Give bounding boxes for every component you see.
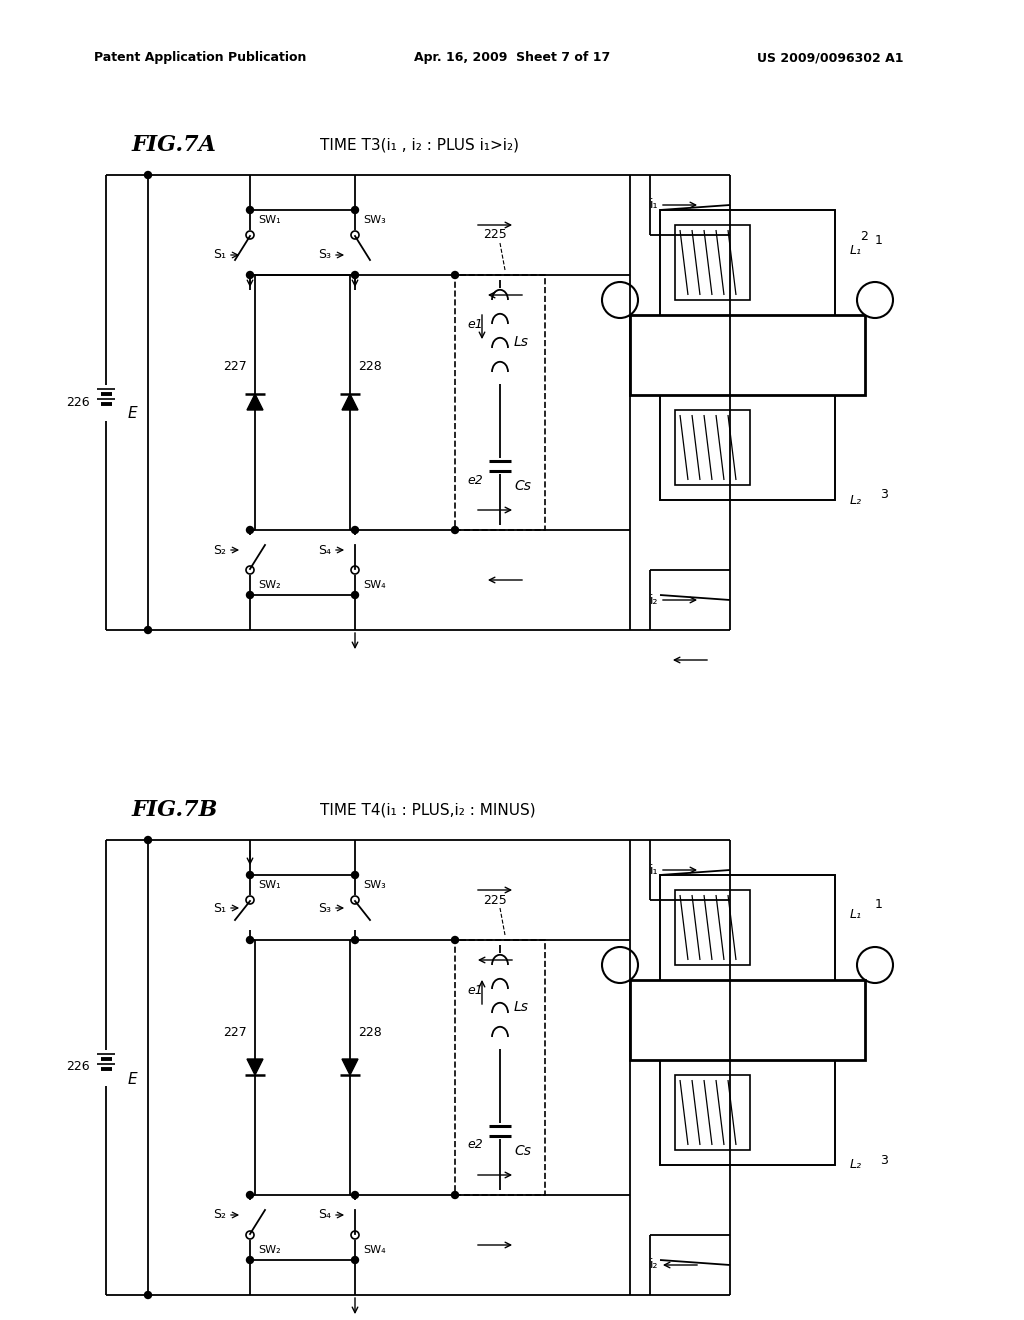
Bar: [630, 315, 865, 395]
Circle shape: [144, 1291, 152, 1299]
Text: i₂: i₂: [650, 594, 658, 606]
Circle shape: [247, 936, 254, 944]
Text: Cs: Cs: [514, 479, 531, 492]
Text: S₄: S₄: [318, 1209, 332, 1221]
Text: TIME T3(i₁ , i₂ : PLUS i₁>i₂): TIME T3(i₁ , i₂ : PLUS i₁>i₂): [319, 137, 519, 153]
Bar: [675, 224, 750, 300]
Circle shape: [857, 946, 893, 983]
Text: 2: 2: [860, 231, 868, 243]
Circle shape: [247, 1257, 254, 1263]
Polygon shape: [247, 393, 263, 411]
Circle shape: [452, 936, 459, 944]
Text: L₂: L₂: [850, 494, 862, 507]
Text: SW₄: SW₄: [362, 579, 386, 590]
Text: S₃: S₃: [318, 902, 332, 915]
Bar: [660, 210, 835, 500]
Text: e1: e1: [467, 983, 482, 997]
Circle shape: [247, 527, 254, 533]
Polygon shape: [247, 1059, 263, 1074]
Circle shape: [351, 936, 358, 944]
Text: 3: 3: [880, 1154, 888, 1167]
Circle shape: [857, 282, 893, 318]
Bar: [455, 275, 545, 531]
Circle shape: [452, 527, 459, 533]
Text: S₂: S₂: [213, 544, 226, 557]
Text: TIME T4(i₁ : PLUS,i₂ : MINUS): TIME T4(i₁ : PLUS,i₂ : MINUS): [319, 803, 536, 817]
Text: S₁: S₁: [213, 248, 226, 261]
Circle shape: [351, 272, 358, 279]
Text: 226: 226: [67, 1060, 90, 1073]
Polygon shape: [342, 1059, 358, 1074]
Circle shape: [351, 871, 358, 879]
Text: 226: 226: [67, 396, 90, 408]
Bar: [675, 1074, 750, 1150]
Text: i₁: i₁: [650, 198, 658, 211]
Text: Ls: Ls: [514, 1001, 529, 1014]
Circle shape: [602, 946, 638, 983]
Text: Ls: Ls: [514, 335, 529, 348]
Text: SW₃: SW₃: [362, 880, 386, 890]
Text: US 2009/0096302 A1: US 2009/0096302 A1: [757, 51, 903, 65]
Text: Patent Application Publication: Patent Application Publication: [94, 51, 306, 65]
Circle shape: [247, 206, 254, 214]
Text: Apr. 16, 2009  Sheet 7 of 17: Apr. 16, 2009 Sheet 7 of 17: [414, 51, 610, 65]
Text: S₂: S₂: [213, 1209, 226, 1221]
Circle shape: [351, 206, 358, 214]
Bar: [630, 979, 865, 1060]
Circle shape: [144, 837, 152, 843]
Circle shape: [602, 282, 638, 318]
Circle shape: [351, 1257, 358, 1263]
Text: 227: 227: [223, 360, 247, 374]
Text: e2: e2: [467, 1138, 482, 1151]
Text: 3: 3: [880, 488, 888, 502]
Circle shape: [247, 871, 254, 879]
Text: E: E: [128, 1072, 137, 1086]
Text: 228: 228: [358, 360, 382, 374]
Bar: [675, 890, 750, 965]
Circle shape: [351, 527, 358, 533]
Circle shape: [452, 272, 459, 279]
Text: S₃: S₃: [318, 248, 332, 261]
Text: SW₂: SW₂: [258, 1245, 281, 1255]
Circle shape: [247, 591, 254, 598]
Text: Cs: Cs: [514, 1144, 531, 1158]
Text: L₂: L₂: [850, 1159, 862, 1172]
Text: FIG.7A: FIG.7A: [132, 135, 217, 156]
Polygon shape: [342, 393, 358, 411]
Text: 228: 228: [358, 1026, 382, 1039]
Text: SW₁: SW₁: [258, 215, 281, 224]
Bar: [455, 940, 545, 1195]
Circle shape: [452, 1192, 459, 1199]
Text: 225: 225: [483, 228, 507, 242]
Circle shape: [351, 591, 358, 598]
Text: SW₃: SW₃: [362, 215, 386, 224]
Text: L₁: L₁: [850, 908, 862, 921]
Text: 1: 1: [874, 899, 883, 912]
Text: E: E: [128, 407, 137, 421]
Text: SW₂: SW₂: [258, 579, 281, 590]
Text: e1: e1: [467, 318, 482, 331]
Bar: [660, 875, 835, 1166]
Text: S₁: S₁: [213, 902, 226, 915]
Text: e2: e2: [467, 474, 482, 487]
Circle shape: [144, 172, 152, 178]
Text: SW₄: SW₄: [362, 1245, 386, 1255]
Text: S₄: S₄: [318, 544, 332, 557]
Text: FIG.7B: FIG.7B: [132, 799, 218, 821]
Text: 227: 227: [223, 1026, 247, 1039]
Circle shape: [247, 272, 254, 279]
Text: L₁: L₁: [850, 243, 862, 256]
Text: i₁: i₁: [650, 863, 658, 876]
Text: i₂: i₂: [650, 1258, 658, 1271]
Text: 1: 1: [874, 234, 883, 247]
Circle shape: [351, 1192, 358, 1199]
Circle shape: [247, 1192, 254, 1199]
Circle shape: [144, 627, 152, 634]
Bar: [675, 411, 750, 484]
Text: SW₁: SW₁: [258, 880, 281, 890]
Text: 225: 225: [483, 894, 507, 907]
